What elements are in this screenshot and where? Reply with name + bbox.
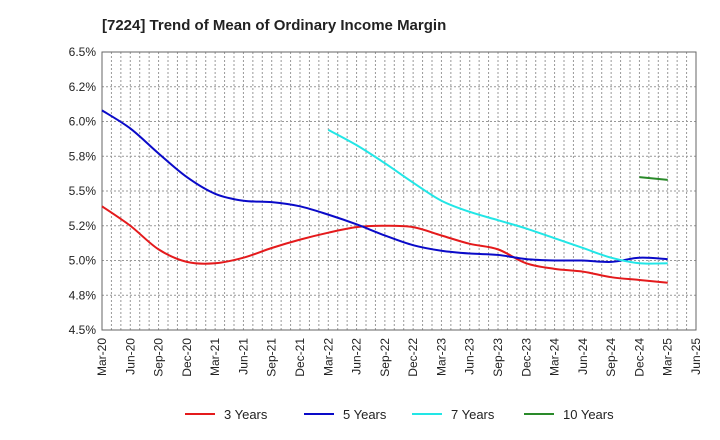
- y-tick-label: 5.5%: [69, 184, 97, 198]
- x-axis: Mar-20 Jun-20 Sep-20 Dec-20 Mar-21 Jun-21 Sep-…: [95, 338, 703, 377]
- y-tick-label: 6.5%: [69, 45, 97, 59]
- legend-label-5-years: 5 Years: [343, 407, 387, 422]
- y-tick-label: 5.8%: [69, 149, 97, 163]
- y-tick-label: 4.8%: [69, 288, 97, 302]
- series-line-7-years: [327, 128, 668, 265]
- x-tick-label: Sep-20: [152, 338, 166, 377]
- legend-label-3-years: 3 Years: [224, 407, 268, 422]
- legend-label-10-years: 10 Years: [563, 407, 614, 422]
- x-tick-label: Dec-21: [293, 338, 307, 377]
- y-tick-label: 4.5%: [69, 323, 97, 337]
- x-tick-label: Mar-25: [661, 338, 675, 376]
- x-tick-label: Mar-23: [434, 338, 448, 376]
- y-tick-label: 5.0%: [69, 254, 97, 268]
- x-tick-label: Jun-24: [576, 338, 590, 375]
- x-tick-label: Jun-22: [350, 338, 364, 375]
- x-tick-label: Mar-20: [95, 338, 109, 376]
- series-line-10-years: [639, 176, 668, 181]
- x-tick-label: Sep-21: [265, 338, 279, 377]
- x-tick-label: Dec-23: [519, 338, 533, 377]
- x-tick-label: Dec-20: [180, 338, 194, 377]
- x-tick-label: Jun-21: [236, 338, 250, 375]
- grid: [102, 52, 696, 330]
- x-tick-label: Mar-21: [208, 338, 222, 376]
- plot-area: [101, 51, 697, 331]
- series-lines: [101, 109, 668, 284]
- series-line-5-years: [101, 109, 668, 263]
- x-tick-label: Mar-24: [548, 338, 562, 376]
- x-tick-label: Jun-20: [123, 338, 137, 375]
- x-tick-label: Dec-24: [632, 338, 646, 377]
- x-tick-label: Mar-22: [321, 338, 335, 376]
- y-tick-label: 6.0%: [69, 115, 97, 129]
- x-tick-label: Jun-25: [689, 338, 703, 375]
- x-tick-label: Sep-22: [378, 338, 392, 377]
- y-axis: 4.5% 4.8% 5.0% 5.2% 5.5% 5.8% 6.0% 6.2% 6.5%: [69, 45, 97, 337]
- series-line-3-years: [101, 205, 668, 284]
- chart-title: [7224] Trend of Mean of Ordinary Income …: [102, 17, 446, 34]
- x-tick-label: Jun-23: [463, 338, 477, 375]
- legend-label-7-years: 7 Years: [451, 407, 495, 422]
- y-tick-label: 6.2%: [69, 80, 97, 94]
- x-tick-label: Sep-23: [491, 338, 505, 377]
- legend: 3 Years 5 Years 7 Years 10 Years: [185, 407, 614, 422]
- y-tick-label: 5.2%: [69, 219, 97, 233]
- x-tick-label: Sep-24: [604, 338, 618, 377]
- x-tick-label: Dec-22: [406, 338, 420, 377]
